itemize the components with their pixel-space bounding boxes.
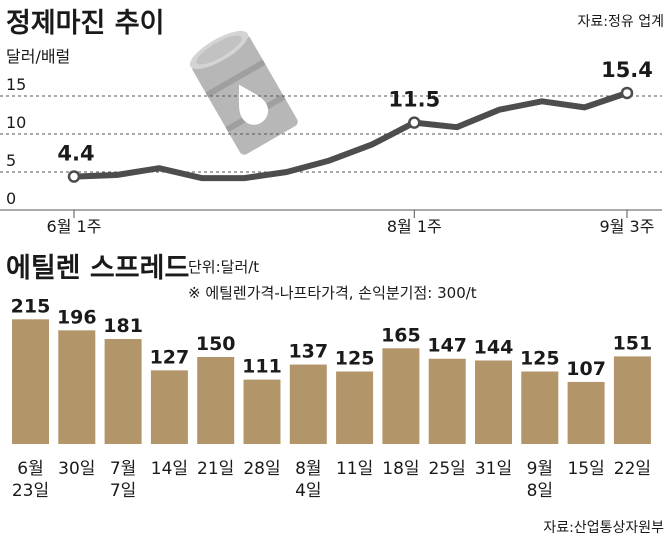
ethylene-bar-4 [197, 357, 235, 444]
margin-point-0 [67, 170, 81, 183]
margin-series-line [71, 90, 630, 182]
ethylene-category-label-8-0: 18일 [382, 459, 419, 479]
ethylene-category-label-6-0: 8월 [295, 459, 321, 479]
ethylene-category-label-9-0: 25일 [429, 459, 466, 479]
y-tick-label-5: 5 [6, 151, 16, 170]
margin-point-label-0: 4.4 [57, 142, 94, 166]
ethylene-category-label-11-1: 8일 [527, 481, 553, 501]
ethylene-spread-source: 자료:산업통상자원부 [543, 520, 664, 536]
ethylene-bar-label-13: 151 [613, 332, 653, 354]
ethylene-category-label-10-0: 31일 [475, 459, 512, 479]
x-tick-label-2: 9월 3주 [600, 217, 655, 236]
margin-line [71, 90, 630, 182]
ethylene-bar-12 [567, 381, 605, 444]
ethylene-bar-2 [104, 339, 142, 444]
ethylene-bar-label-8: 165 [381, 324, 421, 346]
ethylene-category-label-5-0: 28일 [243, 459, 280, 479]
ethylene-bar-label-9: 147 [427, 335, 467, 357]
ethylene-spread-unit: 단위:달러/t [188, 258, 259, 276]
ethylene-bar-13 [613, 356, 651, 444]
ethylene-category-label-1-0: 30일 [58, 459, 95, 479]
ethylene-category-label-11-0: 9월 [527, 459, 553, 479]
top-chart-x-axis: 6월 1주 8월 1주 9월 3주 [47, 210, 655, 236]
ethylene-bar-9 [428, 358, 466, 444]
y-tick-label-10: 10 [6, 113, 26, 132]
ethylene-bar-label-7: 125 [335, 348, 375, 370]
ethylene-bar-label-6: 137 [288, 341, 328, 363]
margin-point-label-8: 11.5 [388, 88, 440, 112]
top-chart-grid [0, 95, 662, 211]
margin-point-13 [620, 86, 634, 100]
ethylene-bar-label-11: 125 [520, 348, 560, 370]
top-chart-y-ticks: 0 5 10 15 [6, 75, 26, 208]
ethylene-bar-7 [336, 371, 374, 444]
margin-point-8 [408, 116, 421, 129]
ethylene-category-label-12-0: 15일 [567, 459, 604, 479]
ethylene-bar-11 [521, 371, 559, 444]
ethylene-bar-10 [475, 360, 512, 444]
ethylene-bar-6 [289, 364, 327, 444]
ethylene-spread-note: ※ 에틸렌가격-나프타가격, 손익분기점: 300/t [188, 284, 477, 302]
x-tick-label-0: 6월 1주 [47, 217, 102, 236]
ethylene-bar-1 [58, 330, 96, 444]
y-tick-label-0: 0 [6, 189, 16, 208]
ethylene-category-label-7-0: 11일 [336, 459, 373, 479]
margin-point-label-13: 15.4 [601, 58, 653, 82]
ethylene-category-label-2-0: 7월 [110, 459, 136, 479]
ethylene-bar-label-12: 107 [566, 358, 606, 380]
ethylene-bar-5 [243, 379, 281, 444]
refining-margin-title: 정제마진 추이 [6, 8, 164, 39]
ethylene-category-label-6-1: 4일 [295, 481, 321, 501]
refining-margin-source: 자료:정유 업계 [578, 14, 664, 30]
ethylene-bar-label-2: 181 [103, 315, 143, 337]
ethylene-category-label-13-0: 22일 [614, 459, 651, 479]
y-tick-label-15: 15 [6, 75, 26, 94]
x-tick-label-1: 8월 1주 [387, 217, 442, 236]
ethylene-spread-chart: 에틸렌 스프레드 단위:달러/t ※ 에틸렌가격-나프타가격, 손익분기점: 3… [6, 253, 664, 536]
ethylene-category-label-4-0: 21일 [197, 459, 234, 479]
y-axis-unit-label: 달러/배럴 [6, 47, 70, 66]
ethylene-bar-label-10: 144 [474, 336, 514, 358]
ethylene-category-label-0-0: 6월 [17, 459, 43, 479]
ethylene-spread-title: 에틸렌 스프레드 [6, 253, 189, 284]
ethylene-bar-3 [150, 370, 188, 444]
ethylene-bar-label-4: 150 [196, 333, 236, 355]
oil-barrel-icon [189, 30, 298, 155]
ethylene-bar-8 [382, 348, 420, 444]
ethylene-bar-value-labels: 215 196 181 127 150 111 137 125 165 147 144 125 107 1… [11, 295, 653, 380]
ethylene-bar-0 [12, 319, 49, 444]
ethylene-bars [12, 319, 651, 444]
ethylene-category-label-0-1: 23일 [12, 481, 49, 501]
ethylene-category-label-2-1: 7일 [110, 481, 136, 501]
ethylene-bar-label-5: 111 [242, 356, 282, 378]
ethylene-bar-label-0: 215 [11, 295, 51, 317]
ethylene-bar-label-3: 127 [150, 346, 190, 368]
margin-points: 4.4 11.5 15.4 [57, 58, 653, 183]
refining-margin-chart: 정제마진 추이 자료:정유 업계 달러/배럴 0 5 10 15 4.4 11.5 15.… [0, 8, 664, 236]
ethylene-category-label-3-0: 14일 [151, 459, 188, 479]
ethylene-bar-label-1: 196 [57, 306, 97, 328]
